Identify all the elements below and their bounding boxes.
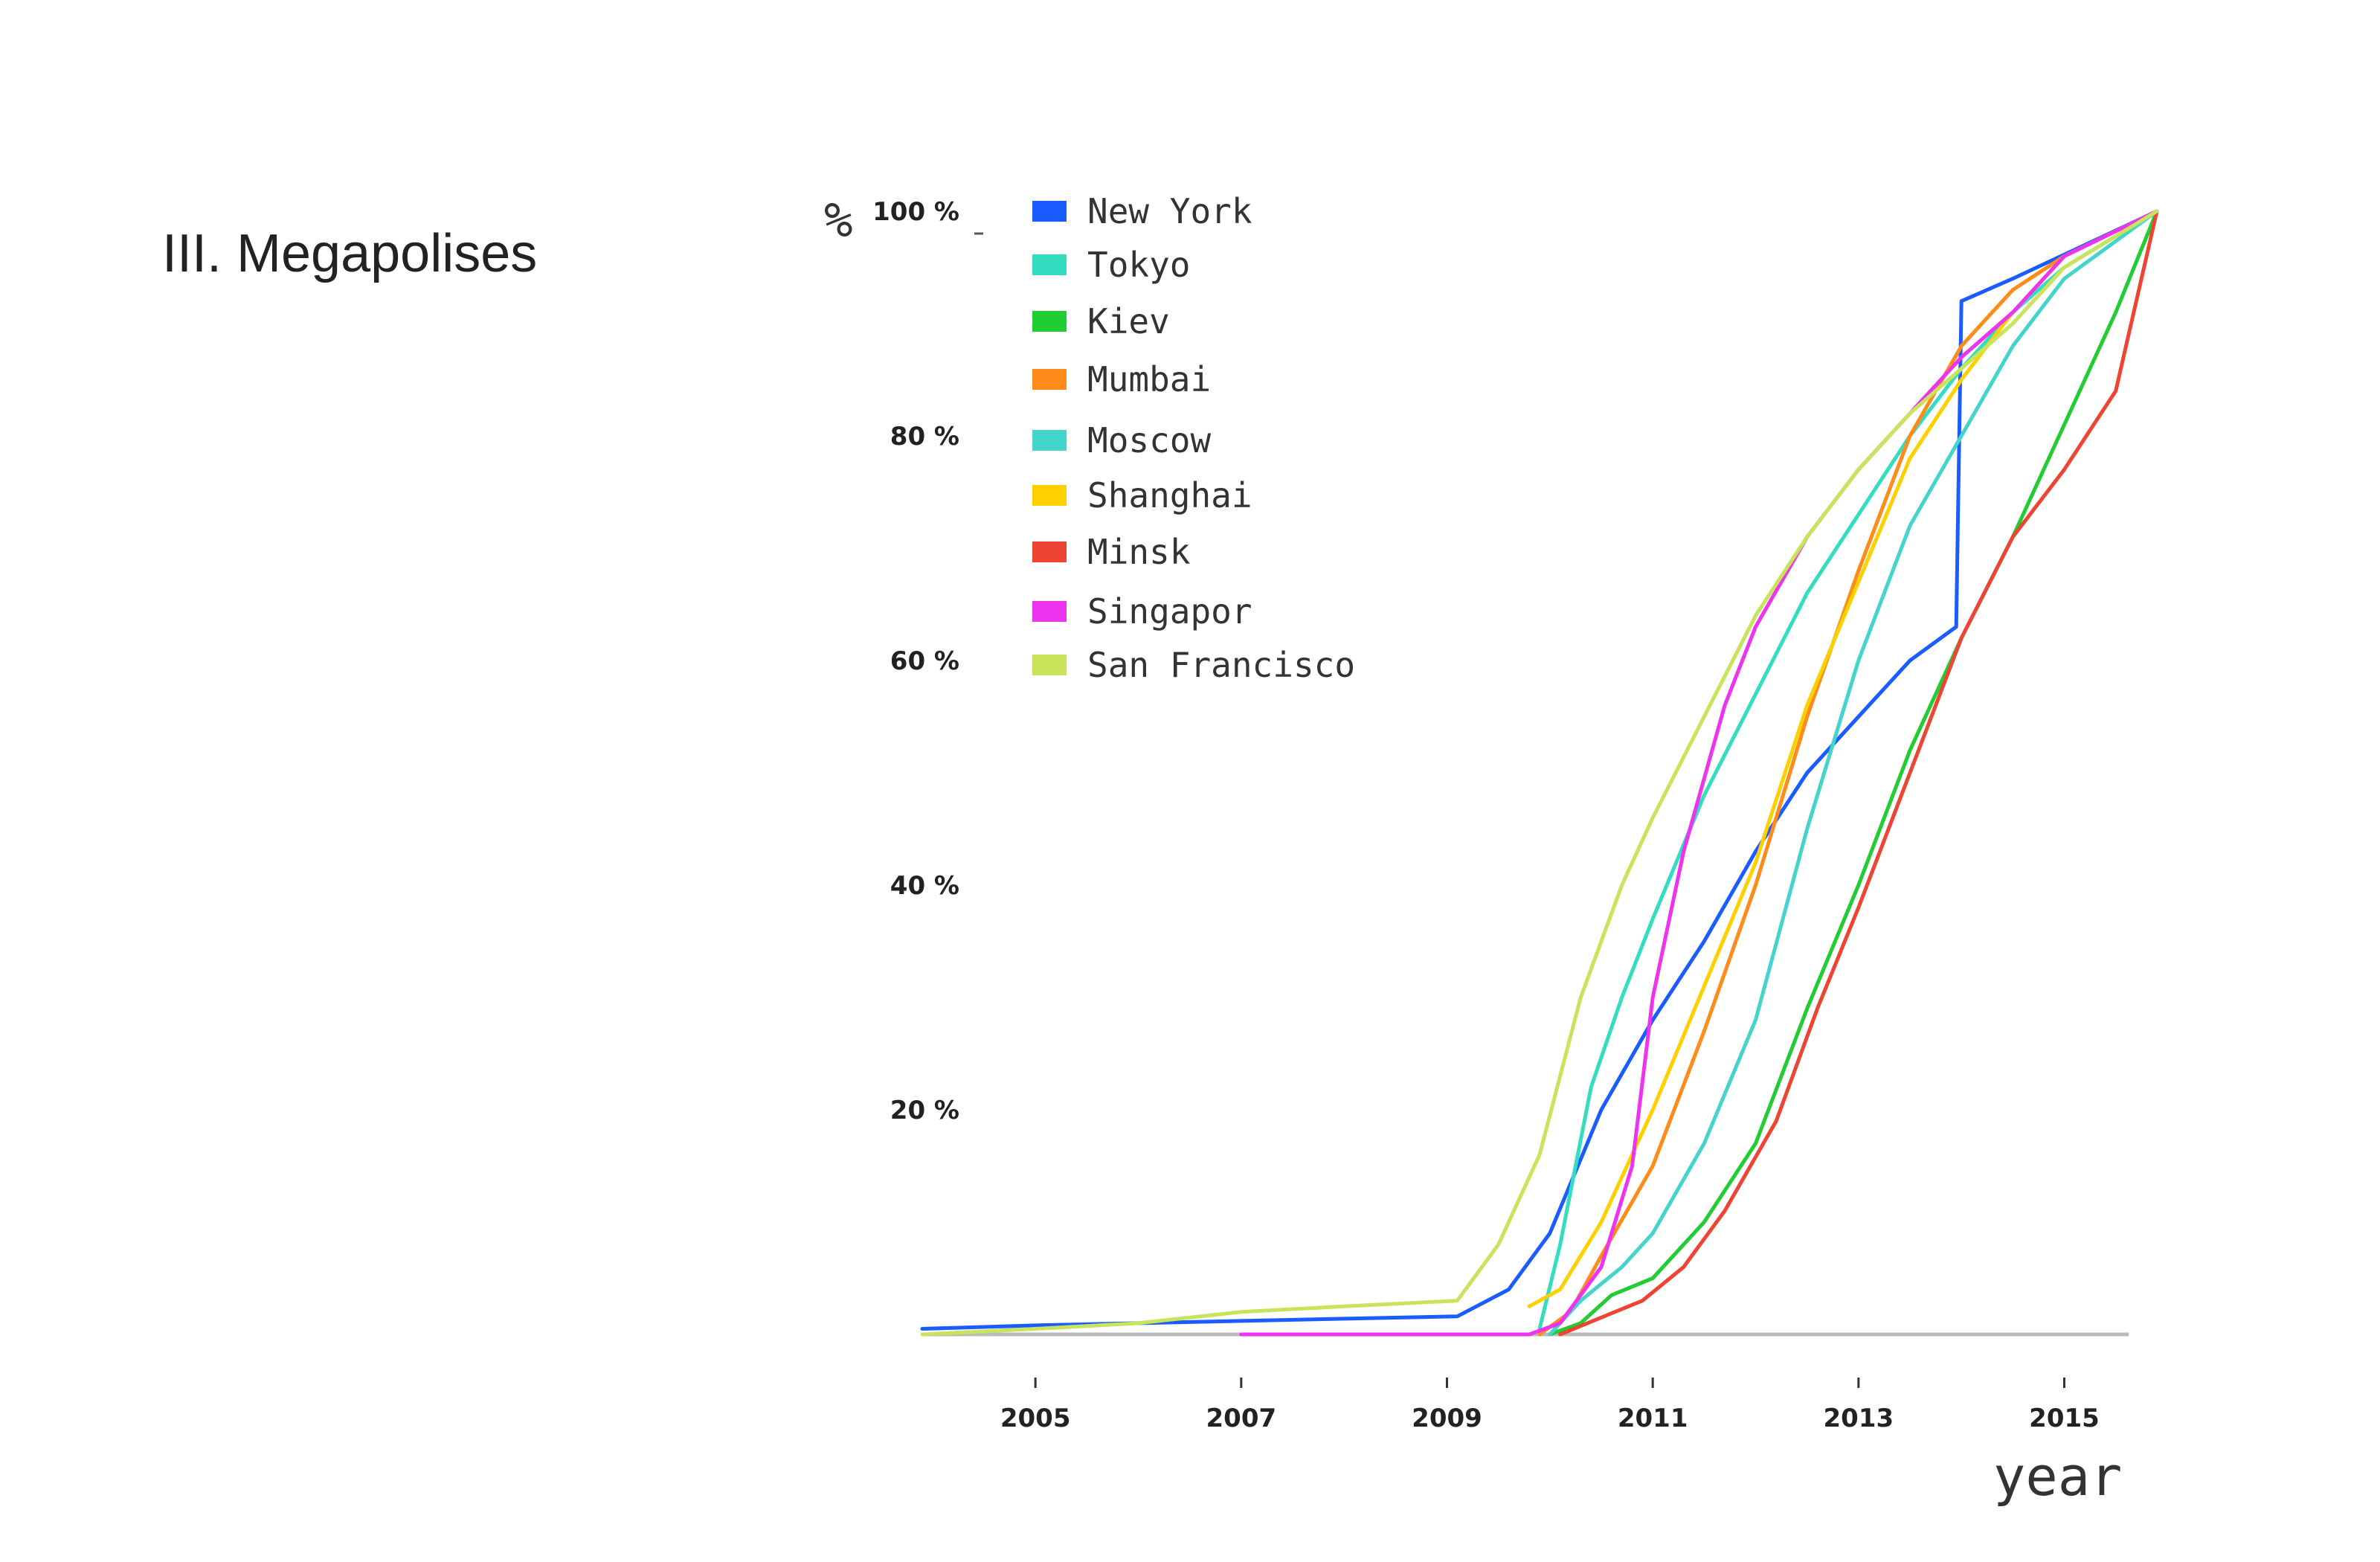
series-line-mumbai [1537,209,2159,1337]
x-tick-label: 2007 [1206,1404,1277,1433]
x-tick-label: 2015 [2029,1404,2100,1433]
y-axis-unit-label: % [824,193,853,248]
legend-label: New York [1087,191,1252,231]
series-line-singapor [1239,209,2159,1337]
x-tick-label: 2005 [1000,1404,1071,1433]
legend-swatch [1032,311,1067,332]
series-line-minsk [1558,209,2159,1337]
series-line-shanghai [1527,209,2159,1308]
legend-swatch [1032,369,1067,390]
series-line-kiev [1548,209,2159,1337]
x-axis: 2005 2007 2009 2011 2013 2015 [922,1332,2129,1433]
section-title: III. Megapolises [162,224,538,283]
legend-label: Shanghai [1087,475,1252,515]
legend-label: Moscow [1087,420,1211,460]
legend-label: Kiev [1087,301,1170,341]
series-line-san-francisco [920,209,2159,1337]
legend-swatch [1032,430,1067,451]
plot-lines [920,209,2159,1337]
legend-label: Singapor [1087,591,1252,631]
y-axis: 20 % 40 % 60 % 80 % 100 % [872,197,983,1125]
x-axis-label: year [1993,1445,2122,1508]
y-tick-label: 20 % [890,1096,959,1125]
legend-swatch [1032,485,1067,506]
legend-label: Tokyo [1087,245,1190,285]
x-tick-label: 2009 [1412,1404,1482,1433]
legend-swatch [1032,655,1067,675]
y-tick-label: 80 % [890,422,959,451]
legend-swatch [1032,254,1067,275]
x-tick-label: 2013 [1824,1404,1894,1433]
legend-swatch [1032,601,1067,622]
y-tick-label: 40 % [890,871,959,901]
legend-label: Mumbai [1087,359,1211,399]
legend-swatch [1032,541,1067,562]
y-tick-label: 60 % [890,646,959,676]
legend-swatch [1032,201,1067,222]
legend-label: San Francisco [1087,645,1355,685]
x-tick-label: 2011 [1618,1404,1688,1433]
legend: New York Tokyo Kiev Mumbai Moscow Shanghai Min… [1032,191,1355,685]
y-tick-label: 100 % [872,197,959,227]
legend-label: Minsk [1087,532,1190,572]
series-line-new-york [920,209,2159,1331]
series-line-moscow [1548,209,2159,1337]
